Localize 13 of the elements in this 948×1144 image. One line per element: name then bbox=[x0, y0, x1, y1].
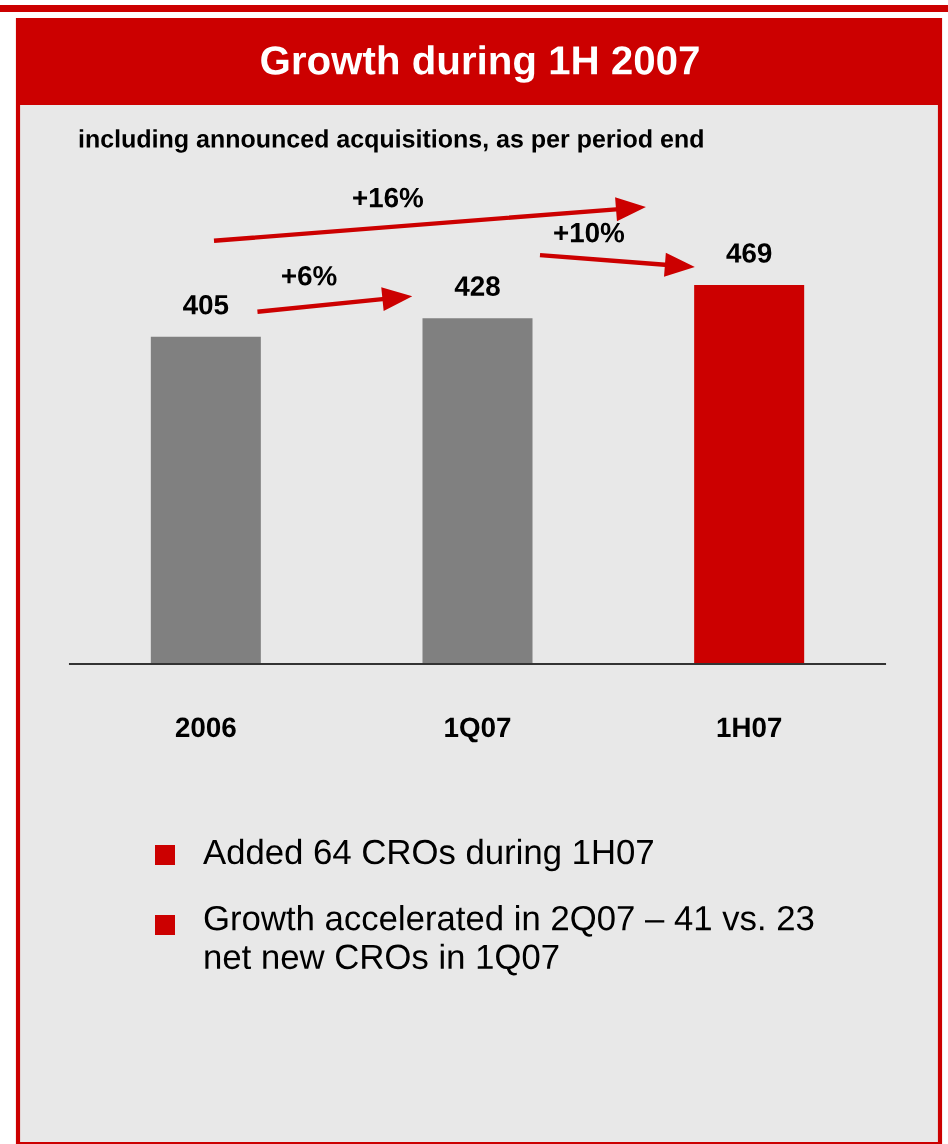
data-label: 469 bbox=[726, 243, 772, 263]
chart-title: Growth during 1H 2007 bbox=[261, 45, 699, 83]
text: +10% bbox=[554, 222, 625, 243]
text: Growth accelerated in 2Q07 – 41 vs. 23 net new CROs in 1Q07 bbox=[204, 905, 814, 976]
text: Added 64 CROs during 1H07 bbox=[203, 838, 653, 872]
data-label: 428 bbox=[454, 276, 500, 296]
x-tick-label: 2006 bbox=[175, 717, 236, 738]
x-tick-label: 1H07 bbox=[717, 717, 782, 738]
chart-subtitle: including announced acquisitions, as per period end bbox=[79, 129, 703, 153]
data-label: 405 bbox=[183, 294, 229, 315]
annotation: +6% bbox=[282, 265, 337, 286]
text: +16% bbox=[353, 187, 424, 208]
x-tick-label: 1Q07 bbox=[445, 717, 511, 743]
